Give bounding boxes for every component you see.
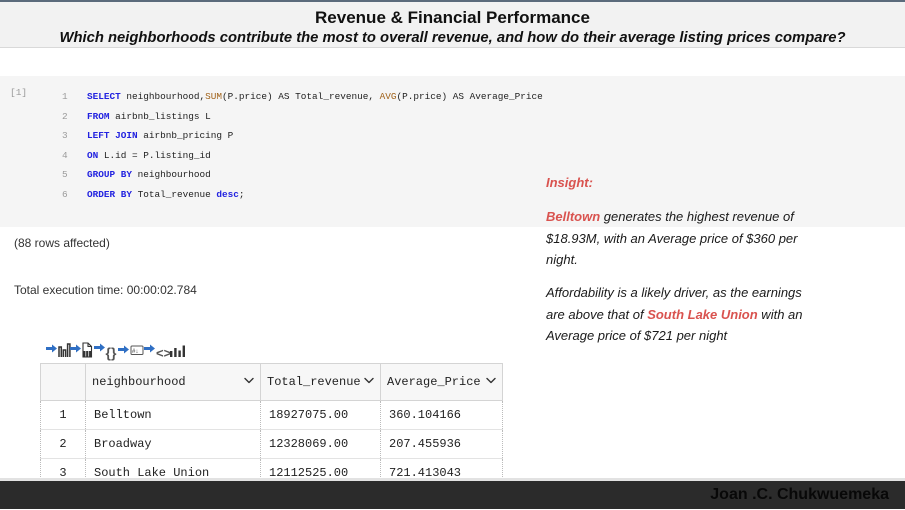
svg-text:{}: {} xyxy=(106,345,117,361)
svg-text:#↓: #↓ xyxy=(132,349,138,355)
svg-text:<>: <> xyxy=(156,346,172,361)
